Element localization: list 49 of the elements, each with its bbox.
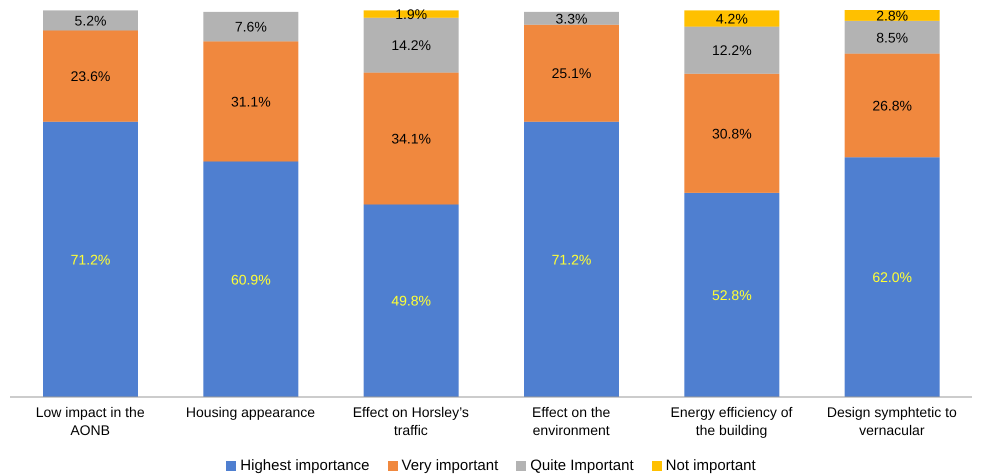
legend-label: Very important (402, 457, 498, 474)
data-label: 1.9% (395, 6, 428, 22)
bar (684, 26, 780, 74)
data-label: 31.1% (230, 93, 271, 110)
legend-label: Quite Important (530, 457, 634, 474)
legend-label: Highest importance (240, 457, 370, 474)
bar (844, 157, 940, 397)
data-label: 34.1% (391, 130, 432, 147)
x-tick-label: Design symphtetic to vernacular (826, 404, 958, 438)
data-label: 14.2% (391, 37, 432, 54)
bar (844, 54, 940, 158)
bar (364, 204, 459, 397)
data-label: 7.6% (234, 18, 267, 35)
data-label: 71.2% (552, 251, 592, 268)
bar (43, 30, 138, 122)
data-label: 2.8% (876, 7, 908, 24)
bar (43, 122, 138, 397)
x-tick-label: Energy efficiency of the building (670, 404, 793, 438)
data-label: 26.8% (872, 97, 912, 114)
data-label: 4.2% (716, 10, 748, 27)
bar (43, 10, 138, 30)
bar (364, 72, 459, 204)
data-label: 49.8% (391, 292, 432, 309)
data-label: 30.8% (712, 125, 752, 142)
data-label: 62.0% (872, 269, 912, 286)
x-tick-label: Housing appearance (186, 404, 316, 420)
data-label: 52.8% (712, 286, 752, 303)
bar (684, 192, 780, 397)
bar (844, 20, 940, 54)
bar (364, 18, 459, 73)
data-label: 3.3% (556, 10, 588, 26)
data-label: 12.2% (712, 42, 752, 58)
data-label: 8.5% (876, 29, 908, 46)
bar (203, 162, 298, 397)
data-label: 5.2% (74, 12, 106, 28)
x-tick-label: Effect on the environment (532, 404, 611, 438)
x-tick-label: Effect on Horsley’s traffic (352, 404, 469, 438)
bar (684, 10, 780, 27)
data-label: 60.9% (230, 271, 271, 288)
data-label: 25.1% (552, 65, 592, 82)
bar (524, 122, 619, 397)
data-label: 23.6% (70, 68, 110, 84)
bar (524, 24, 619, 122)
bar (203, 12, 298, 42)
bar (203, 41, 298, 162)
legend-label: Not important (666, 457, 756, 474)
x-tick-label: Low impact in the AONB (36, 404, 145, 438)
bar (684, 74, 780, 193)
data-label: 71.2% (70, 251, 110, 268)
